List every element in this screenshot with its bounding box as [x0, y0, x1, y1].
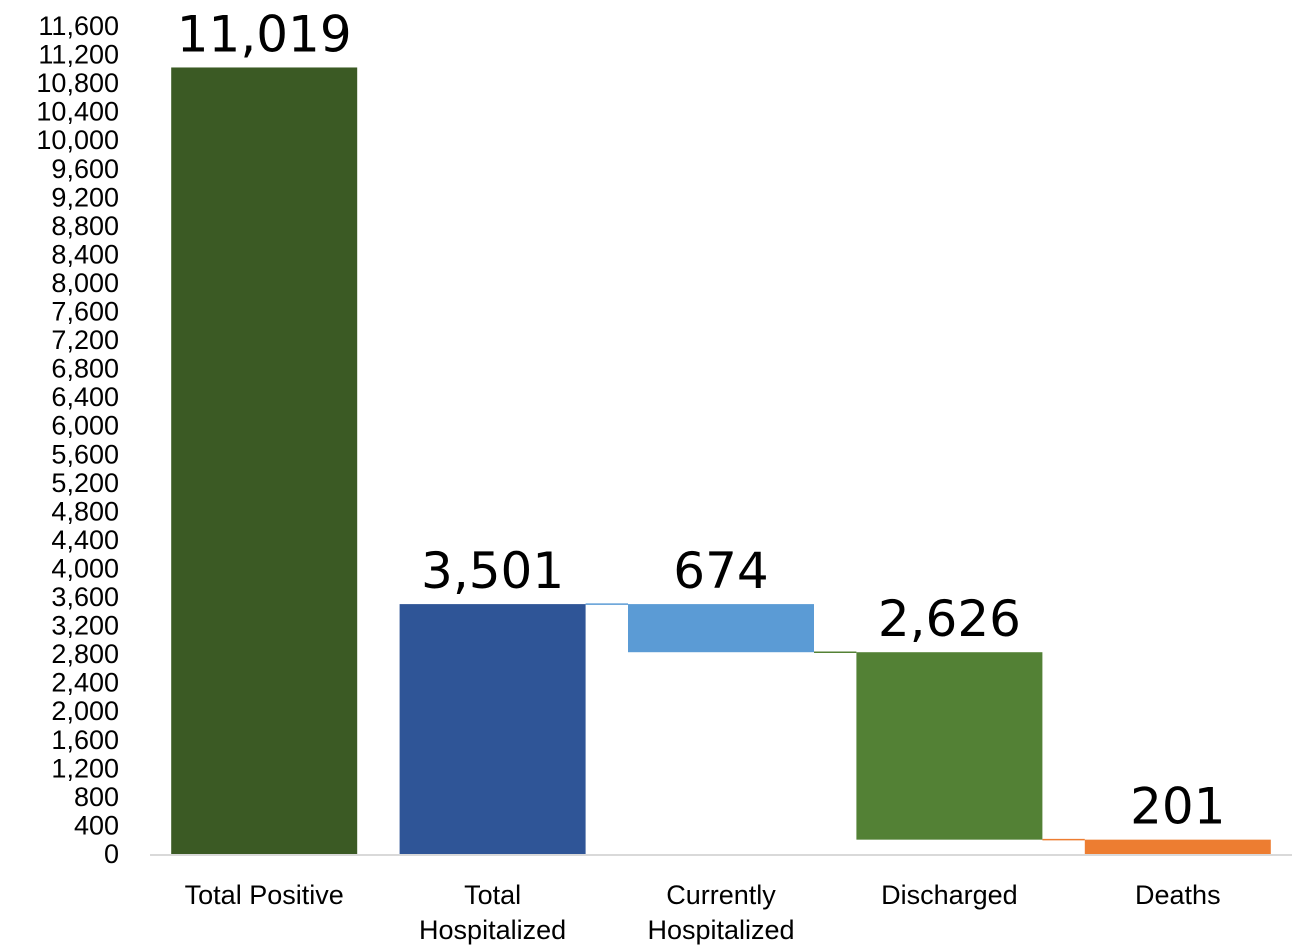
y-tick-label: 400 [74, 810, 119, 840]
bar [171, 67, 358, 855]
data-labels: 11,019 3,501 674 2,626 201 [177, 5, 1226, 835]
y-tick-label: 2,400 [51, 668, 119, 698]
category-label: Deaths [1135, 880, 1221, 910]
connector-lines [585, 603, 1085, 841]
x-axis: Total Positive Total Hospitalized Currently… [185, 880, 1221, 945]
data-label: 3,501 [421, 542, 564, 600]
y-tick-label: 6,800 [51, 354, 119, 384]
y-tick-label: 800 [74, 782, 119, 812]
y-tick-label: 9,600 [51, 154, 119, 184]
y-tick-label: 8,000 [51, 268, 119, 298]
y-tick-label: 10,000 [36, 125, 119, 155]
category-label: Discharged [881, 880, 1018, 910]
y-tick-label: 1,600 [51, 725, 119, 755]
data-label: 201 [1130, 778, 1225, 836]
y-tick-label: 1,200 [51, 753, 119, 783]
y-tick-label: 8,800 [51, 211, 119, 241]
y-tick-label: 7,600 [51, 297, 119, 327]
y-tick-label: 11,600 [38, 11, 119, 41]
category-label: Total Positive [185, 880, 344, 910]
y-tick-label: 3,200 [51, 611, 119, 641]
y-tick-label: 6,000 [51, 411, 119, 441]
y-axis: 04008001,2001,6002,0002,4002,8003,2003,6… [36, 11, 119, 869]
bar [399, 604, 586, 854]
y-tick-label: 4,000 [51, 553, 119, 583]
y-tick-label: 0 [104, 839, 119, 869]
bars [171, 67, 1271, 855]
y-tick-label: 9,200 [51, 182, 119, 212]
y-tick-label: 5,200 [51, 468, 119, 498]
y-tick-label: 5,600 [51, 439, 119, 469]
y-tick-label: 8,400 [51, 239, 119, 269]
y-tick-label: 4,400 [51, 525, 119, 555]
data-label: 2,626 [878, 590, 1021, 648]
y-tick-label: 7,200 [51, 325, 119, 355]
bar [628, 604, 814, 653]
y-tick-label: 2,000 [51, 696, 119, 726]
y-tick-label: 3,600 [51, 582, 119, 612]
category-label: Total Hospitalized [419, 880, 566, 945]
y-tick-label: 10,400 [36, 97, 119, 127]
bar [1084, 839, 1271, 854]
y-tick-label: 2,800 [51, 639, 119, 669]
y-tick-label: 10,800 [36, 68, 119, 98]
data-label: 674 [673, 542, 768, 600]
y-tick-label: 4,800 [51, 496, 119, 526]
data-label: 11,019 [177, 5, 352, 63]
category-label: Currently Hospitalized [647, 880, 794, 945]
bar [856, 652, 1043, 840]
y-tick-label: 11,200 [38, 40, 119, 70]
y-tick-label: 6,400 [51, 382, 119, 412]
